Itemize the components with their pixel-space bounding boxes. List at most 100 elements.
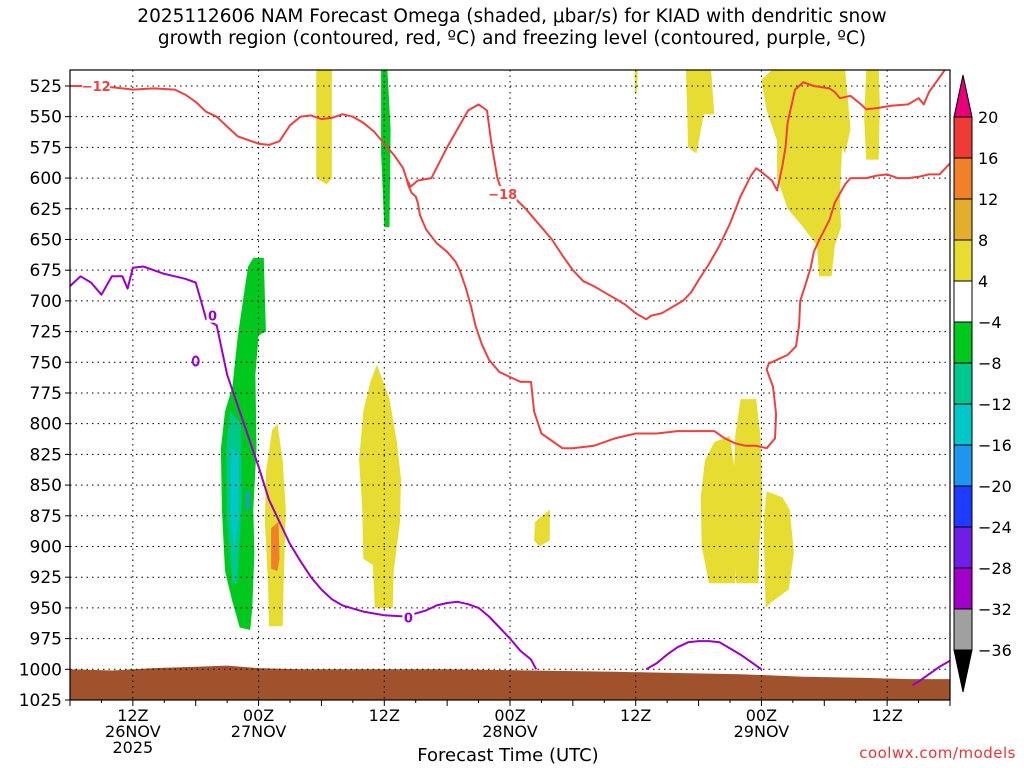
x-tick-label: 26NOV	[105, 722, 161, 741]
colorbar-box	[953, 567, 973, 610]
colorbar-box	[953, 198, 973, 241]
colorbar-box	[953, 526, 973, 569]
chart-title-line1: 2025112606 NAM Forecast Omega (shaded, μ…	[137, 6, 887, 27]
freezing-level-label: 0	[208, 310, 217, 325]
colorbar-box	[953, 403, 973, 446]
omega-region-15	[732, 399, 763, 584]
contour-layer: −12 −18 0 0	[70, 70, 950, 687]
y-tick-label: 850	[30, 476, 62, 496]
colorbar-box	[953, 608, 973, 651]
y-tick-label: 775	[30, 384, 62, 404]
colorbar-tick-label: −16	[978, 436, 1012, 455]
contour-label-bg	[488, 186, 517, 202]
x-tick-label: 12Z	[369, 706, 400, 725]
colorbar-tick-label: 12	[978, 190, 998, 209]
y-tick-label: 725	[30, 323, 62, 343]
colorbar-tick-label: 20	[978, 108, 998, 127]
y-tick-label: 1025	[19, 691, 62, 711]
credit-text: coolwx.com/models	[859, 744, 1016, 762]
dgz-contour-line	[70, 85, 950, 450]
colorbar-tick-label: −24	[978, 518, 1012, 537]
y-tick-label: 675	[30, 261, 62, 281]
chart-title-line2: growth region (contoured, red, ºC) and f…	[157, 28, 867, 49]
chart-title: 2025112606 NAM Forecast Omega (shaded, μ…	[0, 6, 1024, 50]
colorbar-box	[953, 362, 973, 405]
omega-region-5	[864, 70, 880, 160]
colorbar-box	[953, 444, 973, 487]
y-tick-label: 950	[30, 599, 62, 619]
colorbar-tick-label: −12	[978, 395, 1012, 414]
x-tick-label: 00Z	[243, 706, 274, 725]
y-tick-label: 575	[30, 138, 62, 158]
x-axis-label: Forecast Time (UTC)	[417, 745, 599, 766]
x-tick-label: 29NOV	[734, 722, 790, 741]
omega-region-11	[271, 521, 280, 572]
colorbar-box	[953, 485, 973, 528]
colorbar-tick-label: −20	[978, 477, 1012, 496]
omega-region-3	[686, 70, 715, 154]
freezing-level-line	[911, 659, 950, 687]
freezing-level-label: 0	[404, 612, 413, 627]
colorbar-tick-label: −4	[978, 313, 1002, 332]
x-tick-label: 28NOV	[482, 722, 538, 741]
colorbar-tick-label: −32	[978, 600, 1012, 619]
y-tick-label: 700	[30, 292, 62, 312]
colorbar-box	[953, 321, 973, 364]
omega-region-16	[763, 491, 794, 608]
colorbar-box	[953, 116, 973, 159]
omega-region-9	[246, 491, 250, 510]
y-tick-label: 800	[30, 415, 62, 435]
y-tick-label: 825	[30, 445, 62, 465]
y-tick-label: 650	[30, 230, 62, 250]
y-tick-label: 625	[30, 200, 62, 220]
colorbar: 20 16 12 8 4 −4 −8 −12 −16 −20 −24 −28 −32 −36	[953, 74, 1012, 693]
freezing-level-line	[70, 265, 538, 670]
y-tick-label: 600	[30, 169, 62, 189]
terrain-fill	[70, 665, 950, 700]
colorbar-tick-label: 16	[978, 149, 998, 168]
x-tick-label: 12Z	[871, 706, 902, 725]
omega-region-4	[761, 70, 851, 277]
freezing-level-blob	[191, 355, 200, 367]
colorbar-top-arrow	[953, 74, 973, 118]
colorbar-box	[953, 239, 973, 282]
dgz-contour-line	[405, 70, 946, 321]
x-tick-label: 27NOV	[231, 722, 287, 741]
y-tick-label: 1000	[19, 660, 62, 680]
colorbar-tick-label: 8	[978, 231, 988, 250]
x-tick-label: 00Z	[746, 706, 777, 725]
colorbar-box	[953, 157, 973, 200]
y-tick-label: 875	[30, 507, 62, 527]
omega-region-1	[381, 70, 391, 228]
dgz-contour-label: −18	[488, 188, 517, 203]
colorbar-tick-label: −36	[978, 641, 1012, 660]
y-tick-label: 975	[30, 630, 62, 650]
contour-label-bg	[206, 307, 219, 323]
contour-label-bg	[402, 609, 415, 625]
y-tick-label: 750	[30, 353, 62, 373]
y-tick-label: 550	[30, 108, 62, 128]
y-tick-label: 925	[30, 568, 62, 588]
colorbar-box	[953, 280, 973, 323]
terrain-layer	[70, 665, 950, 700]
colorbar-tick-label: −8	[978, 354, 1002, 373]
omega-region-2	[634, 70, 638, 93]
x-tick-label: 12Z	[117, 706, 148, 725]
x-tick-label: 00Z	[494, 706, 525, 725]
y-tick-label: 900	[30, 537, 62, 557]
colorbar-tick-label: −28	[978, 559, 1012, 578]
omega-shading-layer	[220, 70, 880, 630]
omega-region-8	[230, 448, 239, 553]
contour-label-bg	[82, 77, 111, 93]
dgz-contour-label: −12	[82, 80, 111, 95]
omega-region-12	[359, 364, 401, 608]
x-tick-label: 12Z	[620, 706, 651, 725]
colorbar-tick-label: 4	[978, 272, 988, 291]
omega-region-0	[316, 70, 332, 185]
y-tick-label: 525	[30, 77, 62, 97]
omega-region-14	[700, 436, 737, 584]
omega-region-13	[534, 509, 550, 547]
colorbar-bottom-arrow	[953, 649, 973, 693]
